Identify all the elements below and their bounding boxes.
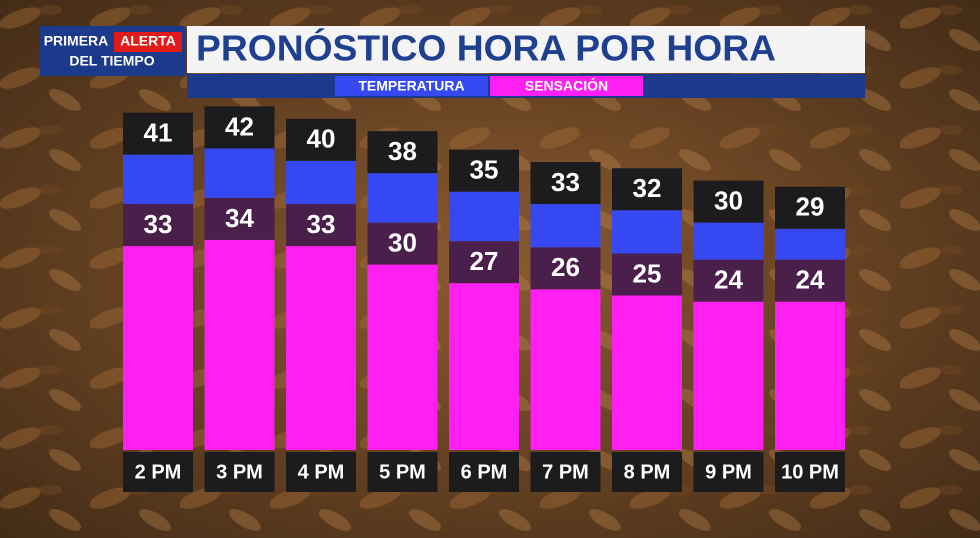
category-box xyxy=(775,452,845,492)
sensation-label: 24 xyxy=(796,265,825,295)
temperature-label: 30 xyxy=(714,185,743,215)
temperature-label: 42 xyxy=(225,111,254,141)
x-tick-label: 10 PM xyxy=(781,461,839,483)
temperature-bar xyxy=(530,204,601,248)
temperature-label-box xyxy=(530,162,601,205)
temperature-label: 33 xyxy=(551,167,580,197)
temperature-bar xyxy=(367,173,438,223)
sensation-label: 33 xyxy=(307,209,336,239)
temperature-label-box xyxy=(367,131,438,174)
sensation-bar xyxy=(204,239,275,450)
x-tick-label: 5 PM xyxy=(379,461,426,483)
x-tick-label: 3 PM xyxy=(216,461,263,483)
sensation-bar xyxy=(530,289,601,450)
temperature-label: 29 xyxy=(796,192,825,222)
sensation-label: 25 xyxy=(633,258,662,288)
sensation-bar xyxy=(775,301,845,450)
x-tick-label: 6 PM xyxy=(461,461,508,483)
sensation-label: 34 xyxy=(225,203,254,233)
sensation-label-box xyxy=(286,204,356,247)
sensation-bar xyxy=(123,246,193,450)
sensation-label-box xyxy=(775,259,845,302)
logo-text: DEL TIEMPO xyxy=(69,53,154,69)
logo-text: PRIMERA xyxy=(44,33,109,49)
sensation-bar xyxy=(693,301,764,450)
logo-text: ALERTA xyxy=(120,33,176,49)
sensation-label: 27 xyxy=(470,246,499,276)
temperature-label: 40 xyxy=(307,124,336,154)
category-box xyxy=(123,452,193,492)
temperature-label: 38 xyxy=(388,136,417,166)
x-tick-label: 2 PM xyxy=(135,461,182,483)
category-box xyxy=(612,452,682,492)
temperature-bar xyxy=(123,154,193,205)
legend-swatch xyxy=(490,76,643,96)
temperature-bar xyxy=(775,228,845,260)
category-box xyxy=(367,452,438,492)
category-box xyxy=(286,452,356,492)
category-box xyxy=(449,452,519,492)
category-box xyxy=(204,452,275,492)
sensation-bar xyxy=(612,295,682,450)
temperature-label-box xyxy=(775,186,845,229)
temperature-label-box xyxy=(123,112,193,155)
category-box xyxy=(693,452,764,492)
sensation-bar xyxy=(367,264,438,450)
x-tick-label: 4 PM xyxy=(298,461,345,483)
temperature-label-box xyxy=(612,168,682,211)
sensation-label: 33 xyxy=(144,209,173,239)
sensation-label-box xyxy=(123,204,193,247)
x-tick-label: 9 PM xyxy=(705,461,752,483)
logo-alert-box xyxy=(114,32,182,52)
legend-swatch xyxy=(335,76,488,96)
x-tick-label: 8 PM xyxy=(624,461,671,483)
sensation-label-box xyxy=(612,253,682,296)
sensation-label: 24 xyxy=(714,265,743,295)
sensation-label-box xyxy=(204,197,275,240)
temperature-label-box xyxy=(693,180,764,223)
title-box xyxy=(187,26,865,73)
temperature-label: 35 xyxy=(470,155,499,185)
temperature-label: 41 xyxy=(144,117,173,147)
sensation-label-box xyxy=(693,259,764,302)
sensation-label-box xyxy=(530,247,601,290)
legend-label: TEMPERATURA xyxy=(358,78,464,94)
temperature-label-box xyxy=(286,118,356,161)
sensation-label-box xyxy=(367,222,438,265)
sensation-bar xyxy=(449,283,519,450)
category-box xyxy=(530,452,601,492)
temperature-label-box xyxy=(449,149,519,192)
legend-label: SENSACIÓN xyxy=(525,77,608,94)
sensation-label: 26 xyxy=(551,252,580,282)
temperature-label: 32 xyxy=(633,173,662,203)
temperature-bar xyxy=(204,148,275,198)
sensation-bar xyxy=(286,246,356,450)
temperature-bar xyxy=(693,222,764,260)
x-tick-label: 7 PM xyxy=(542,461,589,483)
temperature-bar xyxy=(286,160,356,205)
temperature-label-box xyxy=(204,106,275,149)
sensation-label-box xyxy=(449,241,519,284)
temperature-bar xyxy=(612,210,682,254)
chart-title: PRONÓSTICO HORA POR HORA xyxy=(196,27,776,69)
temperature-bar xyxy=(449,191,519,242)
sensation-label: 30 xyxy=(388,227,417,257)
